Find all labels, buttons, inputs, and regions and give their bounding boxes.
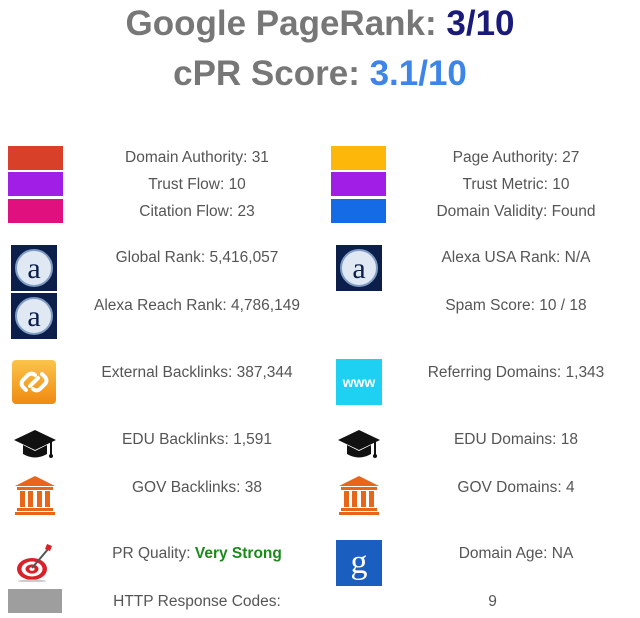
cpr-value: 3.1/10 bbox=[369, 54, 467, 93]
cpr-headline: cPR Score: 3.1/10 bbox=[0, 54, 640, 94]
svg-text:www: www bbox=[342, 374, 376, 390]
alexa-icon: a bbox=[336, 245, 382, 291]
domain-age-text: Domain Age: NA bbox=[458, 545, 574, 562]
pagerank-headline: Google PageRank: 3/10 bbox=[0, 4, 640, 44]
edu-domains-text: EDU Domains: 18 bbox=[453, 431, 579, 448]
gov-domains-text: GOV Domains: 4 bbox=[457, 479, 575, 496]
svg-text:a: a bbox=[27, 252, 40, 285]
svg-text:g: g bbox=[351, 544, 368, 581]
domain-authority-swatch bbox=[8, 146, 63, 170]
http-response-value: 9 bbox=[488, 593, 497, 610]
domain-validity-swatch bbox=[331, 199, 386, 223]
citation-flow-text: Citation Flow: 23 bbox=[139, 203, 255, 220]
www-icon: www bbox=[336, 359, 382, 405]
graduation-cap-icon bbox=[338, 430, 380, 458]
external-backlinks-text: External Backlinks: 387,344 bbox=[101, 364, 293, 381]
global-rank-text: Global Rank: 5,416,057 bbox=[115, 249, 279, 266]
pr-quality-label: PR Quality: bbox=[112, 545, 195, 562]
trust-metric-swatch bbox=[331, 172, 386, 196]
pagerank-value: 3/10 bbox=[446, 4, 515, 43]
trust-flow-text: Trust Flow: 10 bbox=[148, 176, 246, 193]
trust-flow-swatch bbox=[8, 172, 63, 196]
http-response-swatch bbox=[8, 589, 62, 613]
trust-metric-text: Trust Metric: 10 bbox=[462, 176, 570, 193]
alexa-usa-rank-text: Alexa USA Rank: N/A bbox=[441, 249, 591, 266]
page-authority-swatch bbox=[331, 146, 386, 170]
government-building-icon bbox=[339, 476, 379, 515]
pr-quality-value: Very Strong bbox=[194, 545, 282, 562]
referring-domains-text: Referring Domains: 1,343 bbox=[427, 364, 605, 381]
http-response-label: HTTP Response Codes: bbox=[113, 593, 281, 610]
pagerank-label: Google PageRank: bbox=[125, 4, 447, 43]
edu-backlinks-text: EDU Backlinks: 1,591 bbox=[122, 431, 272, 448]
domain-authority-text: Domain Authority: 31 bbox=[125, 149, 269, 166]
alexa-reach-rank-text: Alexa Reach Rank: 4,786,149 bbox=[94, 297, 300, 314]
google-icon: g bbox=[336, 540, 382, 586]
pr-quality-text: PR Quality: Very Strong bbox=[70, 545, 324, 563]
spam-score-text: Spam Score: 10 / 18 bbox=[445, 297, 587, 314]
citation-flow-swatch bbox=[8, 199, 63, 223]
domain-validity-text: Domain Validity: Found bbox=[436, 203, 596, 220]
svg-text:a: a bbox=[352, 252, 365, 285]
target-icon bbox=[17, 544, 52, 582]
government-building-icon bbox=[15, 476, 55, 515]
cpr-label: cPR Score: bbox=[173, 54, 370, 93]
alexa-icon: a bbox=[11, 245, 57, 291]
graduation-cap-icon bbox=[14, 430, 56, 458]
svg-text:a: a bbox=[27, 300, 40, 333]
link-icon bbox=[12, 360, 56, 404]
gov-backlinks-text: GOV Backlinks: 38 bbox=[131, 479, 263, 496]
alexa-icon: a bbox=[11, 293, 57, 339]
page-authority-text: Page Authority: 27 bbox=[452, 149, 580, 166]
